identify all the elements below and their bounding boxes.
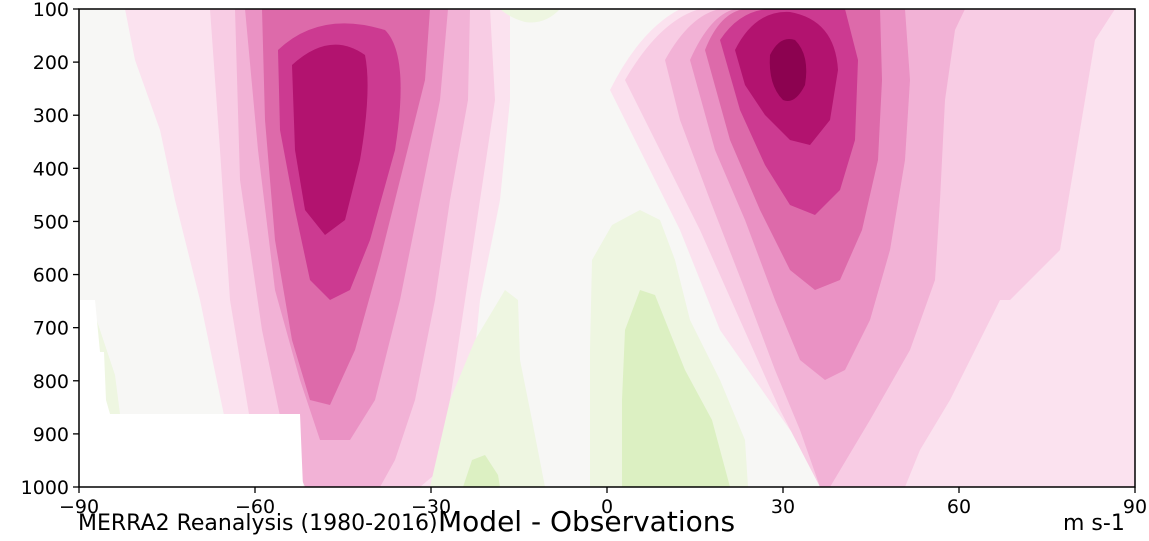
y-tick-label: 100 [33, 0, 69, 21]
source-label: MERRA2 Reanalysis (1980-2016) [78, 511, 438, 536]
contour-level-neg-1-south [430, 290, 545, 487]
y-tick-label: 800 [33, 371, 69, 393]
y-tick-label: 200 [33, 52, 69, 74]
y-tick-label: 700 [33, 318, 69, 340]
y-axis: 100 200 300 400 500 600 700 800 900 1000 [21, 0, 79, 499]
y-tick-label: 500 [33, 211, 69, 233]
contour-level-neg-2-equator [622, 290, 730, 487]
units-label: m s-1 [1063, 511, 1125, 536]
masked-region [79, 300, 303, 487]
x-tick-label: −30 [411, 496, 451, 518]
y-tick-label: 300 [33, 105, 69, 127]
x-tick-label: 60 [947, 496, 971, 518]
chart-title: Model - Observations [438, 505, 736, 538]
x-tick-label: 0 [601, 496, 613, 518]
x-tick-label: −90 [59, 496, 99, 518]
y-tick-label: 1000 [21, 477, 69, 499]
contour-level-neg-1-top [500, 9, 560, 23]
contour-level-pos-7-south [292, 44, 368, 235]
y-tick-label: 400 [33, 158, 69, 180]
x-tick-label: 30 [771, 496, 795, 518]
x-axis: −90 −60 −30 0 30 60 90 [59, 487, 1147, 518]
x-tick-label: −60 [235, 496, 275, 518]
contour-level-neg-2-south [463, 455, 500, 487]
y-tick-label: 900 [33, 424, 69, 446]
x-tick-label: 90 [1123, 496, 1147, 518]
contour-level-pos-8-north [769, 39, 807, 101]
y-tick-label: 600 [33, 265, 69, 287]
